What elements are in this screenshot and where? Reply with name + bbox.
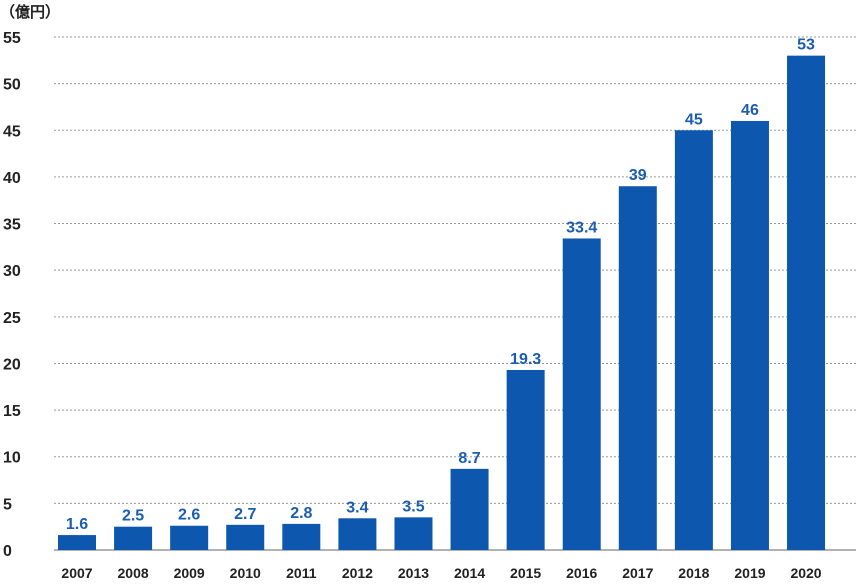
y-tick-label: 55: [3, 30, 21, 47]
x-tick-2011: 2011: [286, 565, 317, 581]
bar-2008: [114, 526, 153, 550]
y-tick-label: 5: [3, 496, 12, 513]
y-tick-label: 20: [3, 356, 21, 373]
bar-2013: [394, 517, 433, 550]
x-tick-2017: 2017: [622, 565, 653, 581]
unit-label: （億円）: [0, 3, 60, 21]
x-tick-2007: 2007: [61, 565, 92, 581]
y-tick-label: 35: [3, 217, 21, 234]
y-tick-label: 25: [3, 310, 21, 327]
data-label-2017: 39: [629, 167, 647, 184]
y-tick-label: 30: [3, 263, 21, 280]
bar-2007: [58, 535, 96, 550]
bar-2010: [226, 524, 265, 550]
bar-2014: [450, 468, 489, 550]
x-tick-2009: 2009: [174, 565, 205, 581]
data-label-2011: 2.8: [290, 505, 312, 522]
y-tick-label: 0: [3, 543, 12, 560]
x-tick-2019: 2019: [734, 565, 765, 581]
bars: [58, 55, 826, 551]
bar-2020: [787, 55, 826, 551]
x-tick-2013: 2013: [398, 565, 429, 581]
x-tick-2015: 2015: [510, 565, 541, 581]
data-label-2020: 53: [797, 37, 815, 54]
grid-lines: [54, 36, 856, 551]
bar-2015: [506, 369, 545, 550]
data-label-2012: 3.4: [346, 499, 368, 516]
bar-2009: [170, 525, 209, 550]
bar-2017: [618, 186, 657, 550]
x-tick-2014: 2014: [454, 565, 485, 581]
y-tick-label: 40: [3, 170, 21, 187]
y-tick-label: 15: [3, 403, 21, 420]
data-labels: 1.6 2.5 2.6 2.7 2.8 3.4 3.5 8.7 19.3 33.4 39 45 46 53: [66, 37, 815, 533]
data-label-2014: 8.7: [458, 450, 480, 467]
y-tick-label: 50: [3, 77, 21, 94]
data-label-2019: 46: [741, 102, 759, 119]
data-label-2016: 33.4: [566, 219, 597, 236]
x-tick-2012: 2012: [342, 565, 373, 581]
x-axis: 2007 2008 2009 2010 2011 2012 2013 2014 2015 2016…: [61, 565, 821, 581]
x-tick-2016: 2016: [566, 565, 597, 581]
y-axis: 0 5 10 15 20 25 30 35 40 45 50 55: [3, 30, 21, 560]
y-tick-label: 45: [3, 123, 21, 140]
bar-2011: [282, 523, 321, 550]
y-tick-label: 10: [3, 450, 21, 467]
x-tick-2010: 2010: [230, 565, 261, 581]
x-tick-2018: 2018: [678, 565, 709, 581]
bar-2019: [730, 120, 769, 550]
bar-2012: [338, 518, 377, 550]
data-label-2007: 1.6: [66, 516, 88, 533]
data-label-2008: 2.5: [122, 508, 144, 525]
x-tick-2008: 2008: [118, 565, 149, 581]
bar-2018: [674, 130, 713, 551]
data-label-2013: 3.5: [402, 498, 424, 515]
bar-2016: [562, 238, 601, 550]
data-label-2018: 45: [685, 111, 703, 128]
data-label-2009: 2.6: [178, 507, 200, 524]
x-tick-2020: 2020: [790, 565, 821, 581]
data-label-2015: 19.3: [510, 351, 541, 368]
data-label-2010: 2.7: [234, 506, 256, 523]
